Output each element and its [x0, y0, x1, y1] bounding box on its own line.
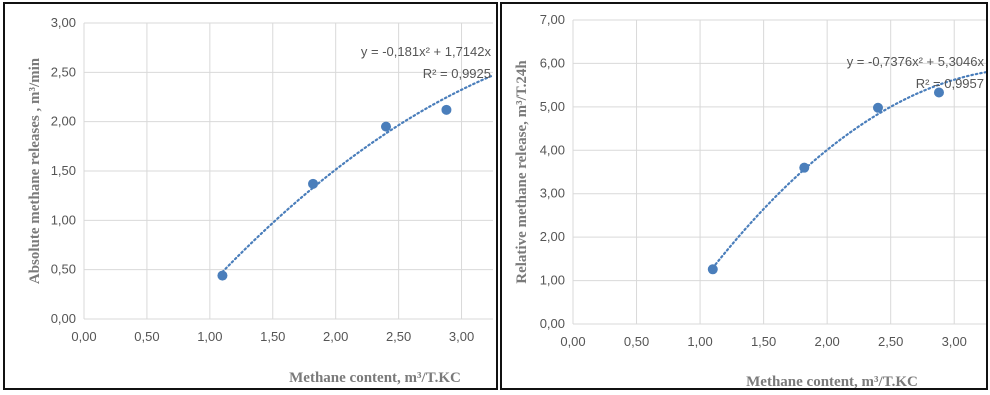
y-tick-label: 4,00	[540, 142, 565, 157]
y-axis-title: Relative methane release, m³/T.24h	[514, 60, 530, 284]
x-tick-label: 2,50	[878, 334, 903, 349]
x-tick-label: 0,00	[71, 329, 96, 344]
x-tick-label: 2,50	[386, 329, 411, 344]
trendline	[221, 74, 495, 274]
data-point	[799, 162, 810, 173]
chart-relative-methane: 0,00 1,00 2,00 3,00 4,00 5,00 6,00 7,00 0,00 0,50…	[514, 12, 986, 388]
y-tick-label: 0,50	[51, 262, 76, 277]
chart-panel-relative: 0,00 1,00 2,00 3,00 4,00 5,00 6,00 7,00 0,00 0,50…	[500, 2, 988, 390]
r-squared-label: R² = 0,9957	[916, 76, 984, 91]
y-tick-label: 6,00	[540, 55, 565, 70]
chart-absolute-methane: 0,00 0,50 1,00 1,50 2,00 2,50 3,00 0,00 0,50 1,00…	[27, 15, 495, 386]
data-point	[217, 270, 228, 281]
x-tick-label: 0,00	[560, 334, 585, 349]
trendline-equation: y = -0,181x² + 1,7142x	[361, 44, 492, 59]
y-tick-label: 0,00	[51, 311, 76, 326]
y-tick-label: 1,50	[51, 163, 76, 178]
r-squared-label: R² = 0,9925	[423, 66, 491, 81]
data-point	[308, 178, 319, 189]
x-tick-label: 1,00	[197, 329, 222, 344]
data-point	[707, 264, 718, 275]
chart-panel-absolute: 0,00 0,50 1,00 1,50 2,00 2,50 3,00 0,00 0,50 1,00…	[3, 2, 498, 390]
trendline	[711, 71, 986, 269]
x-tick-label: 2,00	[323, 329, 348, 344]
y-tick-label: 2,00	[540, 229, 565, 244]
y-tick-label: 0,00	[540, 316, 565, 331]
y-tick-label: 3,00	[51, 15, 76, 30]
y-tick-label: 1,00	[51, 212, 76, 227]
x-axis-title: Methane content, m³/T.KC	[289, 370, 461, 386]
data-point	[381, 121, 392, 132]
x-axis-title: Methane content, m³/T.KC	[746, 374, 918, 388]
y-tick-label: 2,00	[51, 114, 76, 129]
y-tick-label: 2,50	[51, 64, 76, 79]
data-point	[933, 87, 944, 98]
data-point	[872, 102, 883, 113]
x-tick-label: 3,00	[449, 329, 474, 344]
x-tick-label: 0,50	[624, 334, 649, 349]
y-tick-label: 5,00	[540, 99, 565, 114]
x-tick-label: 3,00	[942, 334, 967, 349]
y-tick-label: 3,00	[540, 186, 565, 201]
x-tick-label: 1,50	[260, 329, 285, 344]
data-point	[441, 104, 452, 115]
x-tick-label: 1,50	[751, 334, 776, 349]
x-tick-label: 1,00	[687, 334, 712, 349]
y-tick-label: 7,00	[540, 12, 565, 27]
trendline-equation: y = -0,7376x² + 5,3046x	[847, 54, 985, 69]
y-axis-title: Absolute methane releases , m³/min	[27, 57, 43, 284]
x-tick-label: 0,50	[134, 329, 159, 344]
x-tick-label: 2,00	[814, 334, 839, 349]
y-tick-label: 1,00	[540, 273, 565, 288]
